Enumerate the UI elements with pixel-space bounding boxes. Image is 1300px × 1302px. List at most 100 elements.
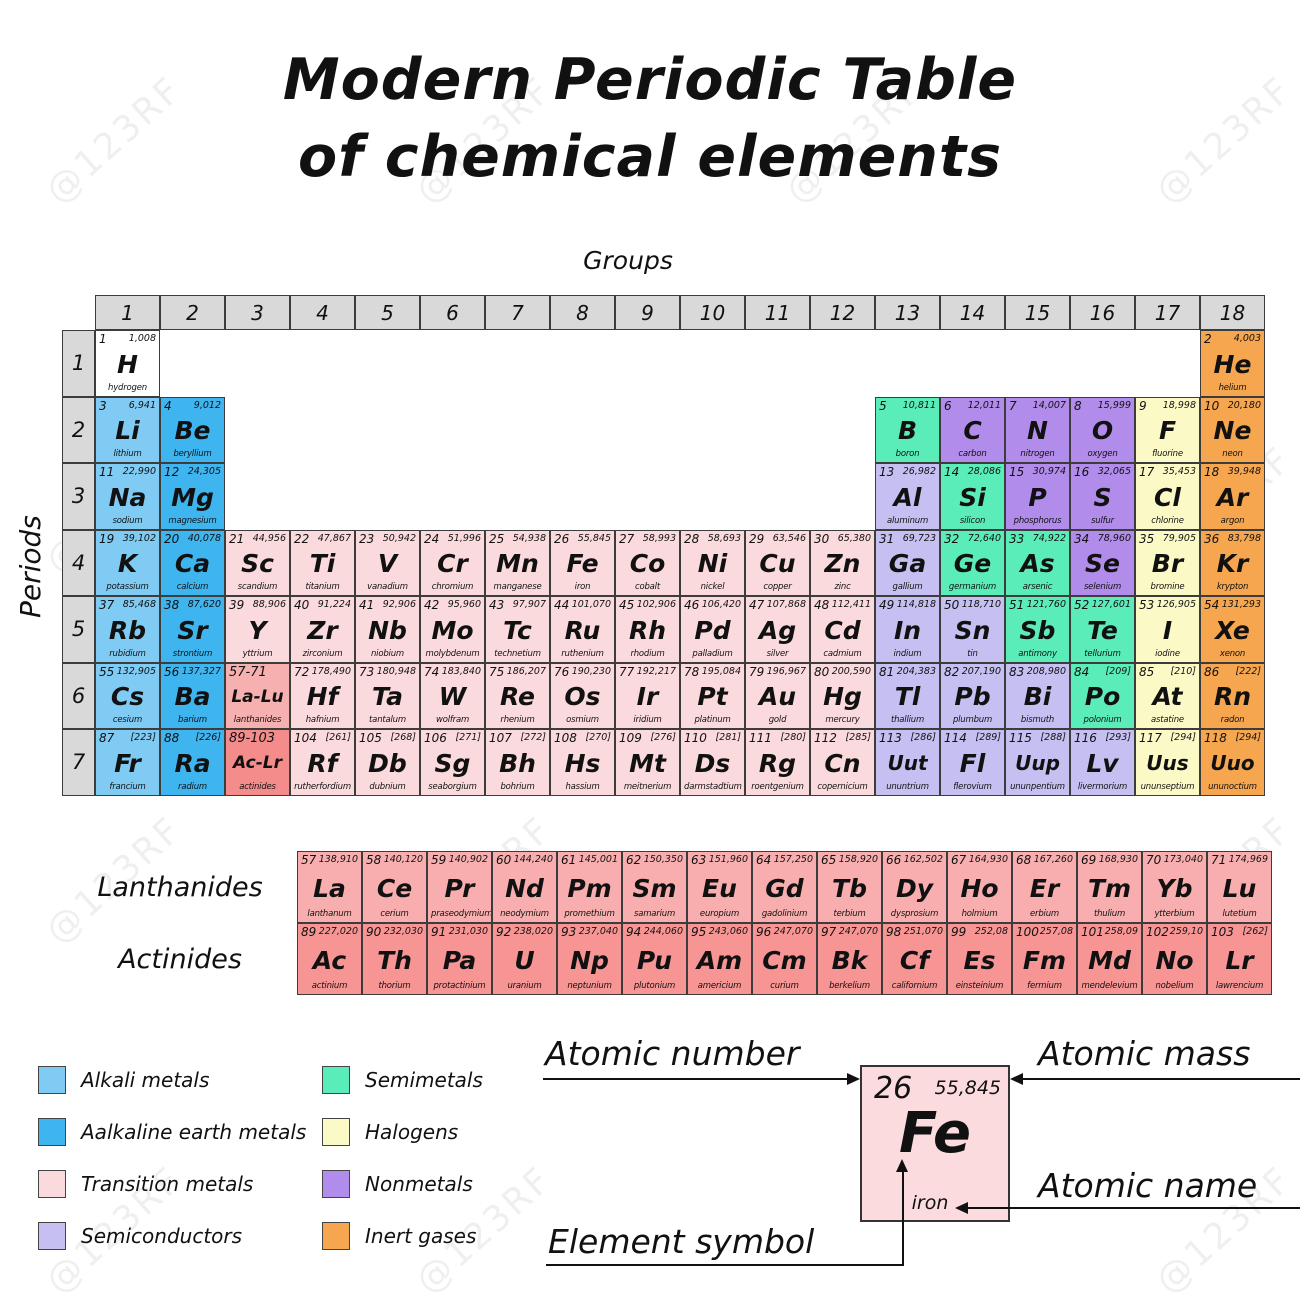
atomic-number: 98 [886, 925, 902, 939]
element-cell: 91 231,030 Pa protactinium [427, 923, 492, 995]
atomic-mass: 138,910 [318, 854, 358, 865]
element-cell: 3 6,941 Li lithium [95, 396, 160, 463]
atomic-number: 118 [1204, 731, 1227, 745]
element-cell: 112 [285] Cn copernicium [810, 729, 875, 796]
atomic-mass: 232,030 [383, 926, 423, 937]
atomic-number: 83 [1009, 664, 1025, 679]
group-header: 15 [1005, 295, 1070, 330]
atomic-mass: [289] [975, 732, 1001, 743]
element-symbol: Pt [697, 682, 728, 712]
legend-item: Halogens [322, 1118, 458, 1146]
atomic-mass: 32,065 [1097, 466, 1131, 477]
atomic-number: 95 [691, 925, 707, 939]
legend-color-swatch [38, 1066, 66, 1094]
atomic-number: 93 [561, 925, 577, 939]
element-cell: 115 [288] Uup ununpentium [1005, 729, 1070, 796]
element-symbol: O [1091, 416, 1114, 446]
element-name: protactinium [433, 981, 486, 992]
atomic-number: 107 [489, 731, 512, 745]
element-symbol: Ds [694, 748, 731, 778]
element-cell: 29 63,546 Cu copper [745, 529, 810, 596]
element-cell: 89 227,020 Ac actinium [297, 923, 362, 995]
atomic-number: 96 [756, 925, 772, 939]
element-symbol: Bk [831, 945, 868, 975]
element-cell: 117 [294] Uus ununseptium [1135, 729, 1200, 796]
group-header: 17 [1135, 295, 1200, 330]
element-cell: 64 157,250 Gd gadolinium [752, 851, 817, 923]
element-cell: 33 74,922 As arsenic [1005, 529, 1070, 596]
element-name: plumbum [952, 715, 993, 726]
element-name: lanthanum [307, 909, 352, 920]
atomic-mass: 101,070 [571, 599, 611, 610]
atomic-mass: 9,012 [193, 399, 221, 411]
atomic-mass: 106,420 [701, 599, 741, 610]
element-name: yttrium [242, 648, 273, 659]
legend-label: Semiconductors [81, 1224, 243, 1248]
atomic-mass: 244,060 [643, 926, 683, 937]
element-cell: 13 26,982 Al aluminum [875, 463, 940, 530]
atomic-mass: 178,490 [311, 665, 351, 677]
element-cell: 48 112,411 Cd cadmium [810, 596, 875, 663]
element-symbol: Eu [702, 873, 737, 903]
atomic-mass: [276] [650, 732, 676, 743]
element-symbol: Cm [762, 945, 807, 975]
element-symbol: C [963, 416, 982, 446]
atomic-mass: 85,468 [122, 599, 156, 610]
period-header: 7 [62, 729, 95, 796]
element-name: titanium [305, 582, 340, 593]
atomic-mass-label: Atomic mass [1038, 1034, 1251, 1073]
atomic-number: 34 [1074, 531, 1090, 546]
atomic-mass: 258,09 [1104, 926, 1138, 937]
element-cell: 63 151,960 Eu europium [687, 851, 752, 923]
legend-color-swatch [38, 1170, 66, 1198]
atomic-number: 89-103 [229, 731, 276, 746]
element-symbol: Si [959, 482, 986, 512]
atomic-mass: 121,760 [1026, 599, 1066, 610]
atomic-mass: 18,998 [1162, 399, 1196, 411]
element-name: selenium [1083, 582, 1122, 593]
atomic-mass: 150,350 [643, 854, 683, 865]
element-symbol: Fm [1022, 945, 1067, 975]
atomic-mass: 144,240 [513, 854, 553, 865]
atomic-mass: 252,08 [974, 926, 1008, 937]
element-cell: 107 [272] Bh bohrium [485, 729, 550, 796]
atomic-number: 30 [814, 531, 830, 546]
element-name: darmstadtium [684, 781, 742, 792]
atomic-number: 54 [1204, 598, 1220, 612]
element-symbol: Ac [312, 945, 347, 975]
atomic-mass: 39,948 [1227, 466, 1261, 477]
element-cell: 35 79,905 Br bromine [1135, 529, 1200, 596]
element-symbol: Hf [306, 682, 339, 712]
atomic-number: 33 [1009, 531, 1025, 546]
element-cell: 96 247,070 Cm curium [752, 923, 817, 995]
element-name: radon [1220, 715, 1245, 726]
element-symbol: B [897, 416, 918, 446]
legend-color-swatch [38, 1222, 66, 1250]
legend-item: Nonmetals [322, 1170, 473, 1198]
atomic-number: 14 [944, 465, 960, 479]
atomic-mass: [209] [1105, 665, 1131, 677]
element-name: potassium [106, 582, 149, 593]
atomic-number: 38 [164, 598, 180, 612]
atomic-mass: [270] [585, 732, 611, 743]
element-name: lutetium [1222, 909, 1257, 920]
atomic-mass: 118,710 [961, 599, 1001, 610]
atomic-number: 73 [359, 664, 375, 679]
legend-color-swatch [38, 1118, 66, 1146]
atomic-number: 102 [1146, 925, 1169, 939]
atomic-number: 79 [749, 664, 765, 679]
element-symbol: Po [1084, 682, 1121, 712]
atomic-mass: 167,260 [1033, 854, 1073, 865]
element-symbol: Rn [1213, 682, 1252, 712]
atomic-mass: 227,020 [318, 926, 358, 937]
element-symbol: Au [758, 682, 797, 712]
element-symbol: Ta [372, 682, 403, 712]
element-name: lawrencium [1215, 981, 1264, 992]
atomic-mass: 164,930 [968, 854, 1008, 865]
element-symbol: Fl [959, 748, 986, 778]
element-symbol: Pb [954, 682, 991, 712]
page-title-line1: Modern Periodic Table [282, 47, 1018, 113]
atomic-mass: 10,811 [902, 399, 936, 411]
atomic-number: 68 [1016, 853, 1032, 867]
